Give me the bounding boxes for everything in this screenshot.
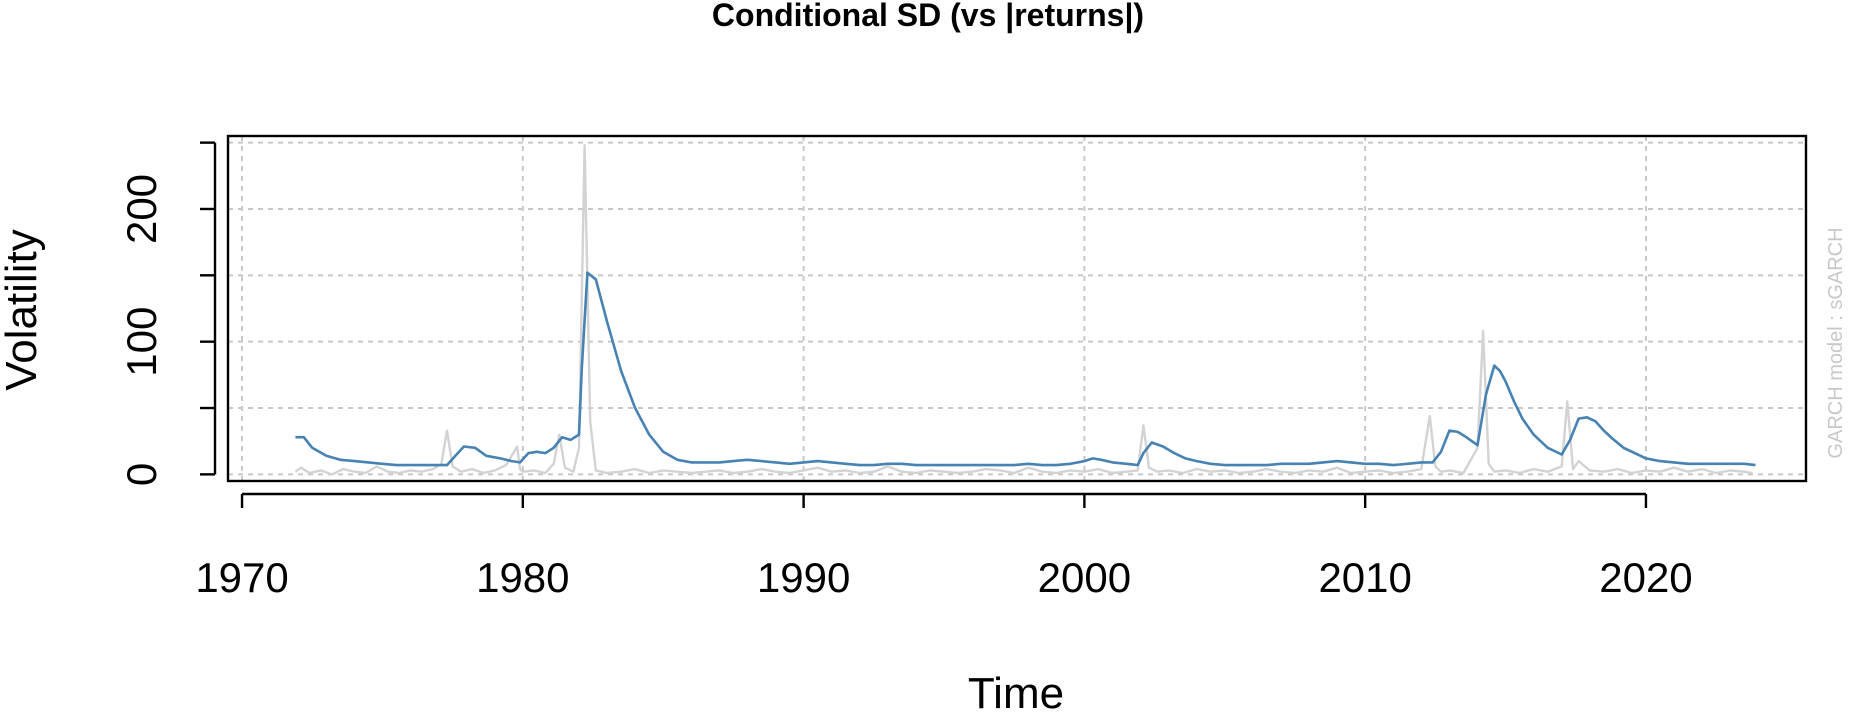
- y-tick-label: 0: [118, 463, 165, 486]
- x-tick-label: 2000: [1038, 554, 1131, 601]
- y-axis-label: Volatility: [0, 229, 46, 390]
- x-tick-label: 1970: [195, 554, 288, 601]
- grid: [228, 136, 1806, 481]
- x-axis-label: Time: [968, 669, 1064, 712]
- x-tick-label: 1980: [476, 554, 569, 601]
- chart-title: Conditional SD (vs |returns|): [712, 0, 1144, 33]
- conditional-sd-line: [295, 271, 1756, 467]
- axes: 1970 1980 1990 2000 2010 2020 0 100 200: [118, 141, 1693, 601]
- y-tick-label: 200: [118, 174, 165, 244]
- plot-frame: [226, 134, 1808, 483]
- model-note: GARCH model : sGARCH: [1825, 227, 1847, 458]
- x-tick-label: 2010: [1318, 554, 1411, 601]
- abs-returns-series: [294, 144, 1753, 476]
- y-tick-label: 100: [118, 307, 165, 377]
- x-tick-label: 1990: [757, 554, 850, 601]
- abs-returns-line: [294, 144, 1753, 476]
- x-tick-label: 2020: [1599, 554, 1692, 601]
- conditional-sd-series: [295, 271, 1756, 467]
